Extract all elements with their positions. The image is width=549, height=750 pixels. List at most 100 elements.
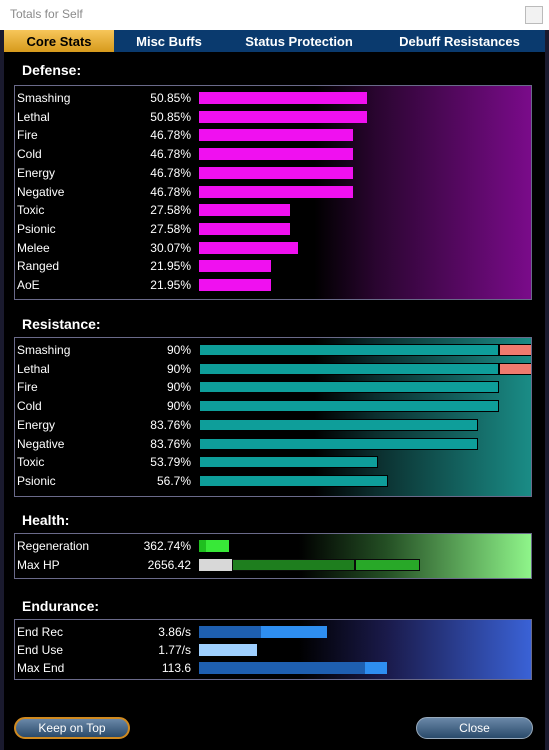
- defense-bar-fill: [199, 279, 271, 291]
- resistance-bar-fill: [199, 456, 378, 469]
- defense-row-fire: Fire 46.78%: [15, 126, 531, 144]
- stat-value: 46.78%: [150, 147, 191, 162]
- stat-label: Max End: [17, 661, 65, 675]
- stat-value: 46.78%: [150, 184, 191, 199]
- close-button[interactable]: Close: [416, 717, 533, 739]
- health-panel: Regeneration 362.74% Max HP 2656.42: [14, 533, 532, 579]
- defense-row-smashing: Smashing 50.85%: [15, 89, 531, 107]
- stat-value: 30.07%: [150, 240, 191, 255]
- stat-row-max-end: Max End 113.6: [15, 659, 531, 677]
- resistance-row-toxic: Toxic 53.79%: [15, 453, 531, 471]
- endurance-panel: End Rec 3.86/s End Use 1.77/s Max End 11…: [14, 619, 532, 680]
- end-use-bar-fill: [199, 644, 257, 656]
- stat-label: Fire: [17, 380, 38, 395]
- stat-label: Smashing: [17, 91, 71, 105]
- resistance-heading: Resistance:: [22, 316, 101, 332]
- resistance-bar-fill: [199, 437, 478, 450]
- stat-value: 362.74%: [143, 539, 191, 553]
- stat-value: 50.85%: [150, 109, 191, 124]
- window-close-icon[interactable]: [525, 6, 543, 24]
- defense-row-aoe: AoE 21.95%: [15, 276, 531, 294]
- defense-bar-fill: [199, 110, 367, 123]
- defense-row-ranged: Ranged 21.95%: [15, 257, 531, 275]
- resistance-bar-fill: [199, 381, 499, 394]
- stat-label: Toxic: [17, 203, 45, 218]
- defense-bar-fill: [199, 185, 353, 198]
- resistance-row-cold: Cold 90%: [15, 397, 531, 415]
- stat-value: 27.58%: [150, 203, 191, 218]
- stat-label: Psionic: [17, 221, 56, 236]
- stat-row-regeneration: Regeneration 362.74%: [15, 537, 531, 555]
- resistance-row-fire: Fire 90%: [15, 378, 531, 396]
- end-rec-bar-base: [199, 626, 261, 638]
- health-heading: Health:: [22, 512, 70, 528]
- max-hp-bar-bonus: [232, 559, 355, 571]
- regeneration-bar-base: [199, 540, 206, 552]
- tab-core-stats[interactable]: Core Stats: [4, 30, 114, 52]
- tab-debuff-resistances[interactable]: Debuff Resistances: [399, 33, 520, 49]
- stat-label: Regeneration: [17, 539, 90, 553]
- resistance-bar-fill: [199, 418, 478, 431]
- stat-label: Lethal: [17, 109, 50, 124]
- stat-label: Energy: [17, 165, 56, 180]
- defense-bar-fill: [199, 148, 353, 161]
- tab-bar: Core Stats Misc Buffs Status Protection …: [4, 30, 545, 52]
- stat-row-max-hp: Max HP 2656.42: [15, 556, 531, 574]
- stat-label: Negative: [17, 436, 65, 451]
- defense-row-negative: Negative 46.78%: [15, 183, 531, 201]
- defense-bar-fill: [199, 222, 290, 235]
- defense-row-toxic: Toxic 27.58%: [15, 201, 531, 219]
- stat-label: End Use: [17, 643, 64, 657]
- defense-bar-fill: [199, 166, 353, 179]
- defense-panel: Smashing 50.85% Lethal 50.85% Fire 46.78% Cold…: [14, 85, 532, 300]
- stat-value: 21.95%: [150, 278, 191, 292]
- stat-value: 113.6: [161, 661, 191, 675]
- resistance-bar-fill: [199, 344, 499, 356]
- max-end-bar-base: [199, 662, 365, 674]
- stat-value: 1.77/s: [158, 643, 191, 657]
- stat-value: 90%: [166, 399, 191, 414]
- stat-label: Melee: [17, 240, 50, 255]
- tab-status-protection[interactable]: Status Protection: [245, 33, 353, 49]
- stat-label: Energy: [17, 417, 56, 432]
- tab-misc-buffs[interactable]: Misc Buffs: [136, 33, 202, 49]
- stat-value: 3.86/s: [158, 625, 191, 639]
- stat-value: 50.85%: [150, 91, 191, 105]
- resistance-row-psionic: Psionic 56.7%: [15, 472, 531, 490]
- resistance-bar-overcap: [499, 344, 531, 356]
- defense-row-melee: Melee 30.07%: [15, 239, 531, 257]
- end-rec-bar-bonus: [261, 626, 327, 638]
- resistance-row-lethal: Lethal 90%: [15, 360, 531, 378]
- defense-bar-fill: [199, 204, 290, 217]
- resistance-bar-fill: [199, 400, 499, 413]
- defense-bar-fill: [199, 92, 367, 104]
- stat-row-end-use: End Use 1.77/s: [15, 641, 531, 659]
- window-edge-right: [545, 30, 549, 750]
- defense-row-psionic: Psionic 27.58%: [15, 220, 531, 238]
- endurance-heading: Endurance:: [22, 598, 100, 614]
- stat-label: Negative: [17, 184, 65, 199]
- stat-label: Smashing: [17, 343, 71, 357]
- stat-label: Fire: [17, 128, 38, 143]
- resistance-bar-fill: [199, 474, 388, 487]
- stat-value: 90%: [166, 343, 191, 357]
- defense-row-energy: Energy 46.78%: [15, 164, 531, 182]
- resistance-bar-fill: [199, 362, 499, 375]
- stat-value: 83.76%: [150, 436, 191, 451]
- defense-bar-fill: [199, 260, 271, 273]
- resistance-bar-overcap: [499, 362, 531, 375]
- stat-label: Max HP: [17, 558, 60, 572]
- stat-value: 90%: [166, 361, 191, 376]
- keep-on-top-button[interactable]: Keep on Top: [14, 717, 130, 739]
- stat-value: 27.58%: [150, 221, 191, 236]
- resistance-row-energy: Energy 83.76%: [15, 416, 531, 434]
- defense-bar-fill: [199, 241, 298, 254]
- window-title: Totals for Self: [10, 7, 83, 21]
- stat-value: 46.78%: [150, 128, 191, 143]
- regeneration-bar-bonus: [206, 540, 229, 552]
- stat-label: Lethal: [17, 361, 50, 376]
- defense-bar-fill: [199, 129, 353, 142]
- window-edge-left: [0, 30, 4, 750]
- max-hp-bar-extra: [355, 559, 420, 571]
- max-hp-bar-base: [199, 559, 232, 571]
